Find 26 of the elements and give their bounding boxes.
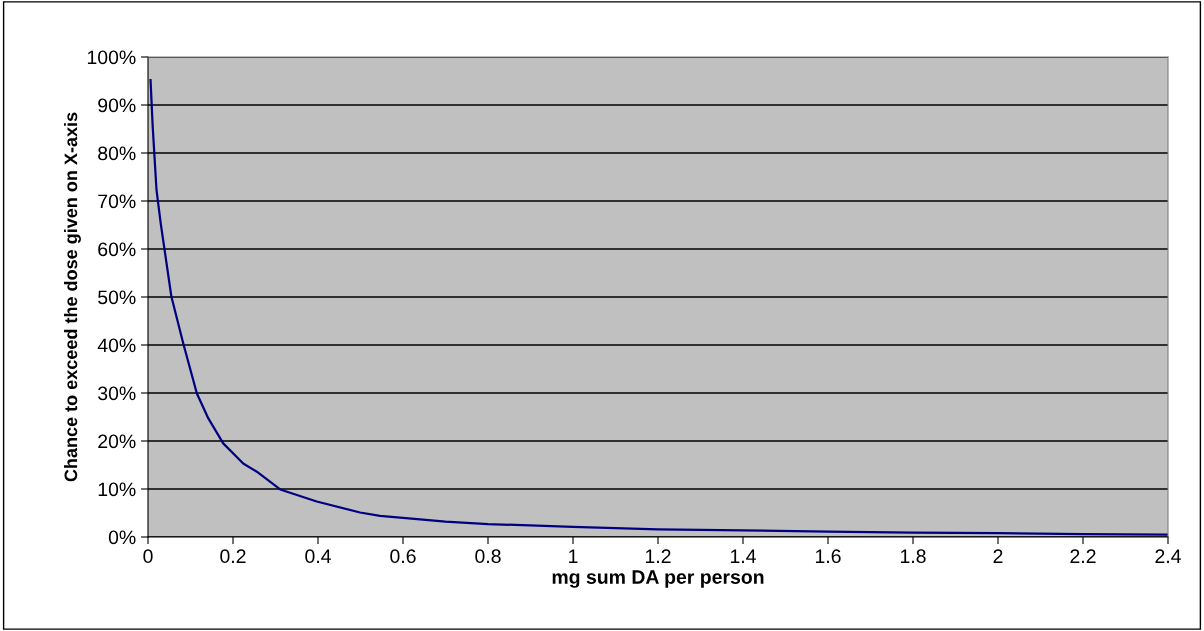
y-tick-label: 30% — [98, 386, 136, 401]
x-tick-label: 0.8 — [475, 549, 501, 564]
y-axis-title: Chance to exceed the dose given on X-axis — [64, 112, 81, 482]
y-tick-label: 70% — [98, 194, 136, 209]
x-tick-label: 2.4 — [1155, 549, 1181, 563]
x-tick-label: 0.2 — [220, 549, 246, 564]
x-tick-label: 1.4 — [730, 549, 756, 563]
x-tick-label: 0.6 — [390, 549, 416, 564]
x-tick-label: 1.2 — [645, 549, 671, 563]
x-tick-label: 1 — [569, 549, 578, 563]
x-tick-label: 0.4 — [305, 549, 331, 564]
y-tick-label: 90% — [98, 98, 136, 113]
y-tick-label: 0% — [108, 530, 136, 545]
y-tick-label: 50% — [98, 290, 136, 305]
x-tick-label: 0 — [143, 549, 153, 564]
y-tick-label: 10% — [98, 482, 136, 497]
x-axis-title: mg sum DA per person — [552, 570, 764, 588]
y-tick-label: 80% — [98, 146, 136, 161]
y-tick-label: 40% — [97, 338, 136, 353]
y-tick-label: 100% — [87, 50, 136, 65]
x-tick-label: 2 — [993, 549, 1003, 563]
y-tick-label: 60% — [98, 242, 136, 257]
x-tick-label: 1.6 — [815, 549, 841, 564]
x-tick-label: 1.8 — [900, 549, 926, 564]
y-tick-label: 20% — [98, 434, 136, 449]
x-tick-label: 2.2 — [1070, 549, 1096, 563]
